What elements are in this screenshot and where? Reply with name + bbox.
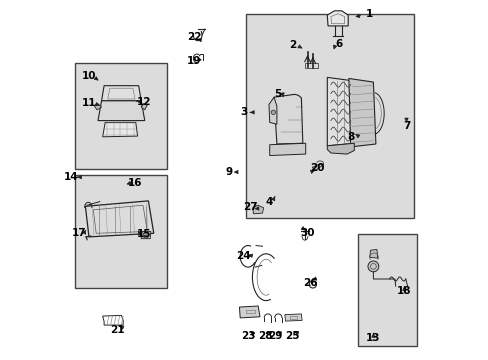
Polygon shape bbox=[252, 205, 263, 214]
Text: 14: 14 bbox=[63, 172, 78, 182]
Polygon shape bbox=[326, 143, 354, 154]
Circle shape bbox=[142, 232, 148, 238]
Text: 21: 21 bbox=[110, 325, 125, 336]
Polygon shape bbox=[284, 314, 302, 321]
Circle shape bbox=[270, 110, 275, 114]
Polygon shape bbox=[239, 306, 260, 318]
Polygon shape bbox=[348, 78, 375, 147]
Text: 16: 16 bbox=[127, 178, 142, 188]
Text: 18: 18 bbox=[396, 286, 411, 296]
Text: 28: 28 bbox=[258, 331, 272, 341]
Text: 10: 10 bbox=[81, 71, 96, 81]
Text: 29: 29 bbox=[268, 331, 282, 341]
Text: 12: 12 bbox=[136, 96, 151, 107]
Circle shape bbox=[367, 261, 378, 272]
Text: 7: 7 bbox=[402, 121, 409, 131]
Polygon shape bbox=[326, 77, 354, 146]
Text: 23: 23 bbox=[241, 331, 255, 341]
Polygon shape bbox=[273, 94, 302, 144]
FancyBboxPatch shape bbox=[75, 63, 167, 169]
Text: 20: 20 bbox=[309, 163, 324, 173]
Text: 26: 26 bbox=[302, 278, 317, 288]
Text: 22: 22 bbox=[186, 32, 201, 42]
Text: 17: 17 bbox=[72, 228, 87, 238]
Text: 30: 30 bbox=[299, 228, 314, 238]
Text: 2: 2 bbox=[289, 40, 296, 50]
Polygon shape bbox=[269, 143, 305, 156]
Polygon shape bbox=[98, 101, 144, 121]
Text: 5: 5 bbox=[273, 89, 281, 99]
Polygon shape bbox=[141, 231, 151, 239]
FancyBboxPatch shape bbox=[75, 175, 167, 288]
Text: 6: 6 bbox=[334, 39, 342, 49]
Text: 3: 3 bbox=[240, 107, 247, 117]
FancyBboxPatch shape bbox=[357, 234, 416, 346]
Text: 24: 24 bbox=[235, 251, 250, 261]
Text: 15: 15 bbox=[137, 229, 151, 239]
Text: 13: 13 bbox=[366, 333, 380, 343]
Polygon shape bbox=[326, 11, 347, 26]
Polygon shape bbox=[268, 97, 276, 124]
Polygon shape bbox=[369, 249, 377, 258]
Text: 11: 11 bbox=[81, 98, 96, 108]
Text: 1: 1 bbox=[366, 9, 373, 19]
Polygon shape bbox=[311, 164, 322, 170]
Text: 27: 27 bbox=[243, 202, 257, 212]
Text: 9: 9 bbox=[225, 167, 232, 177]
Text: 4: 4 bbox=[265, 197, 272, 207]
Polygon shape bbox=[102, 86, 141, 101]
Text: 8: 8 bbox=[346, 132, 354, 142]
FancyBboxPatch shape bbox=[246, 14, 413, 218]
Polygon shape bbox=[94, 104, 102, 110]
Polygon shape bbox=[102, 122, 137, 137]
Text: 25: 25 bbox=[285, 331, 299, 341]
Text: 19: 19 bbox=[186, 56, 201, 66]
Polygon shape bbox=[141, 104, 147, 110]
